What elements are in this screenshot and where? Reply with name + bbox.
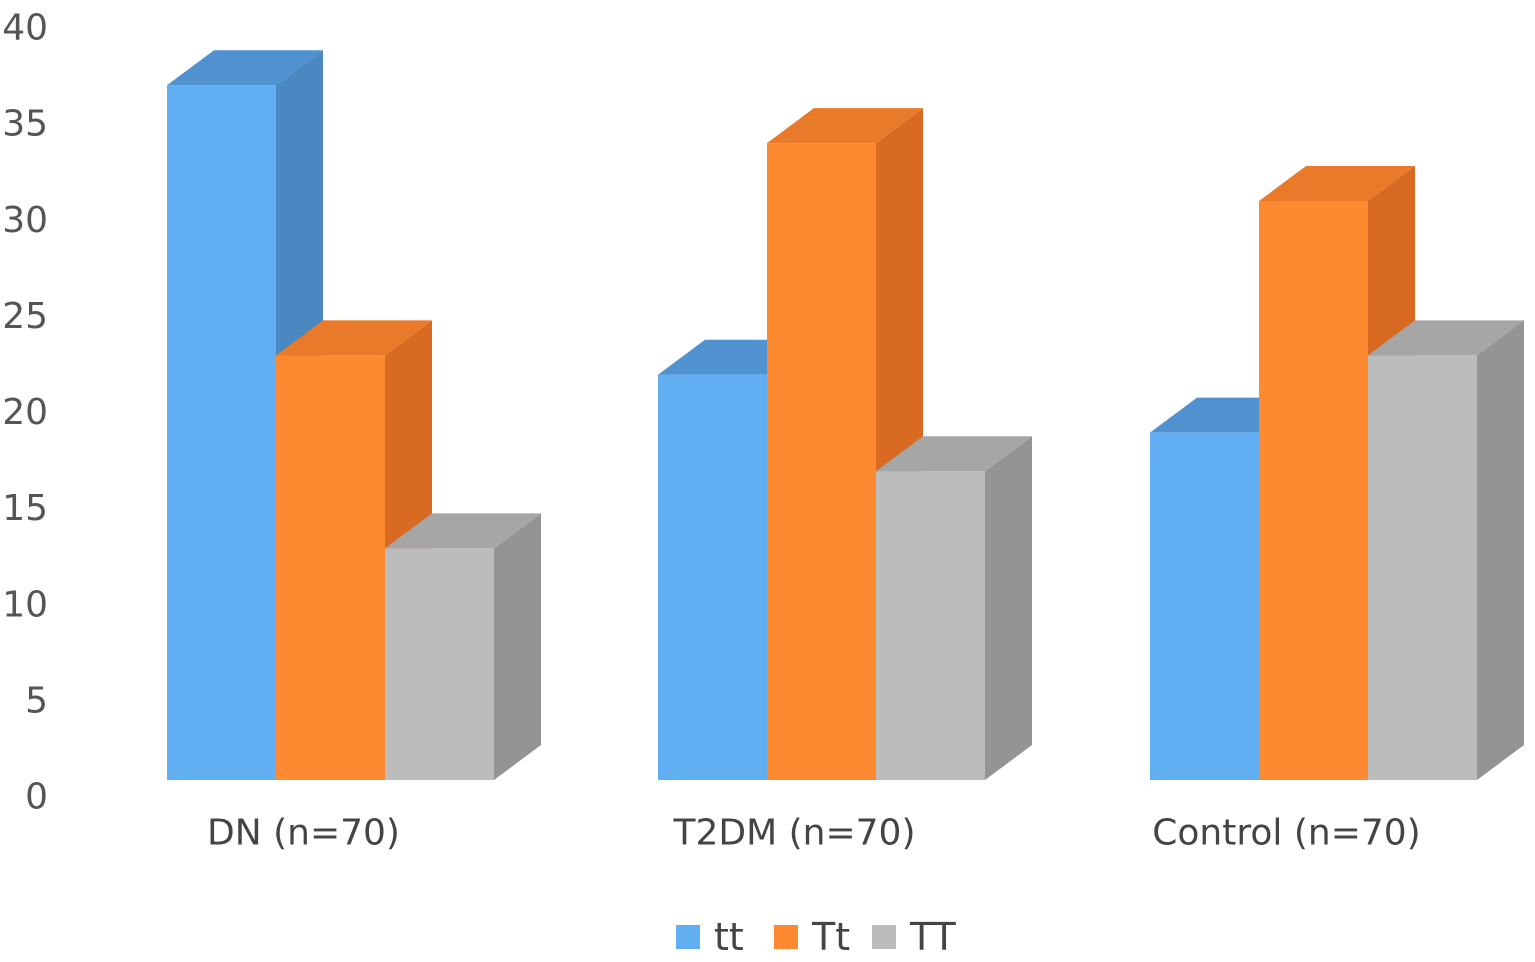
bar-top-face <box>767 108 923 144</box>
bar-front-face <box>167 85 276 780</box>
y-tick-label: 30 <box>2 200 48 241</box>
bar-TT-0 <box>385 513 541 780</box>
x-category-label: DN (n=70) <box>207 813 400 854</box>
bars-group <box>167 50 1524 781</box>
legend-swatch <box>774 925 798 949</box>
bar-front-face <box>276 355 385 780</box>
bar-front-face <box>876 471 985 780</box>
y-tick-label: 20 <box>2 392 48 433</box>
legend-swatch <box>872 925 896 949</box>
bar-top-face <box>276 320 432 356</box>
legend-item-tt: tt <box>676 915 744 959</box>
bar-front-face <box>1368 355 1477 780</box>
y-tick-label: 0 <box>25 777 48 818</box>
bar-top-face <box>385 513 541 549</box>
x-axis: DN (n=70) T2DM (n=70) Control (n=70) <box>207 813 1421 854</box>
bar-top-face <box>167 50 323 86</box>
bar-top-face <box>1259 166 1415 201</box>
bar-front-face <box>658 374 767 780</box>
y-axis: 0 5 10 15 20 25 30 35 40 <box>2 8 48 818</box>
bar-TT-1 <box>876 436 1032 780</box>
bar-front-face <box>1259 201 1368 780</box>
bar-front-face <box>767 143 876 781</box>
bar-top-face <box>1368 320 1524 356</box>
bar-front-face <box>1150 432 1259 780</box>
x-category-label: Control (n=70) <box>1152 813 1420 854</box>
y-tick-label: 5 <box>25 680 48 721</box>
y-tick-label: 15 <box>2 488 48 529</box>
bar-TT-2 <box>1368 320 1524 780</box>
legend-label: TT <box>909 915 957 959</box>
y-tick-label: 40 <box>2 8 48 49</box>
bar-top-face <box>876 436 1032 472</box>
legend: tt Tt TT <box>676 915 957 959</box>
y-tick-label: 10 <box>2 584 48 625</box>
bar-side-face <box>985 436 1032 780</box>
legend-label: Tt <box>811 915 850 959</box>
x-category-label: T2DM (n=70) <box>673 813 916 854</box>
legend-label: tt <box>714 915 744 959</box>
bar-side-face <box>494 513 541 780</box>
bar-side-face <box>1477 320 1524 780</box>
legend-swatch <box>676 925 700 949</box>
legend-item-TT: TT <box>872 915 957 959</box>
legend-item-Tt: Tt <box>774 915 850 959</box>
y-tick-label: 35 <box>2 104 48 145</box>
bar-front-face <box>385 548 494 780</box>
y-tick-label: 25 <box>2 296 48 337</box>
